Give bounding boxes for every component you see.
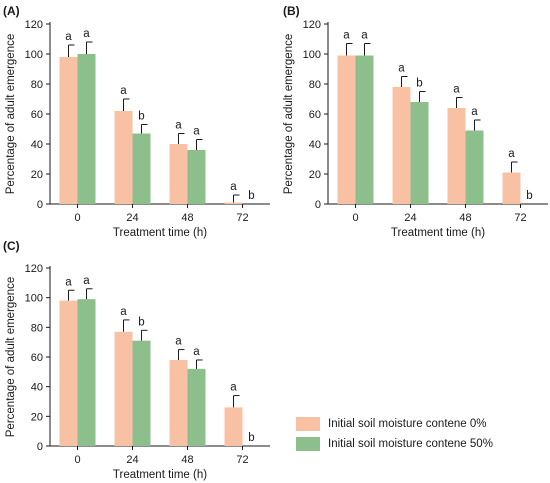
bar-s1-c0: [77, 54, 96, 204]
x-tick-label: 0: [352, 212, 358, 224]
y-tick-label: 80: [31, 79, 43, 91]
bar-s1-c1: [132, 133, 151, 204]
significance-letter: a: [83, 28, 90, 40]
bar-s0-c0: [59, 57, 78, 204]
legend-swatch-0: [296, 417, 320, 431]
legend-item-0: Initial soil moisture contene 0%: [296, 414, 546, 434]
y-tick-label: 60: [309, 109, 321, 121]
significance-letter: a: [175, 336, 182, 348]
y-tick-label: 40: [309, 139, 321, 151]
y-tick-label: 0: [315, 199, 321, 211]
chart-panel-2: (C) 0 20 40 60 80 100 120 Percentage of adult em…: [3, 239, 270, 481]
y-tick-label: 120: [25, 263, 43, 275]
bar-s1-c0: [77, 299, 96, 446]
significance-letter: b: [526, 190, 532, 202]
y-axis-label: Percentage of adult emergence: [5, 277, 17, 437]
significance-letter: a: [453, 84, 460, 96]
bar-s1-c0: [355, 55, 374, 204]
significance-letter: b: [138, 316, 144, 328]
x-tick-label: 72: [236, 212, 248, 224]
x-tick-label: 72: [236, 454, 248, 466]
y-tick-label: 20: [309, 169, 321, 181]
significance-letter: a: [361, 30, 368, 42]
y-axis-label: Percentage of adult emergence: [5, 34, 17, 194]
x-tick-label: 72: [514, 212, 526, 224]
significance-letter: a: [230, 181, 237, 193]
bar-s0-c3: [502, 172, 521, 204]
y-tick-label: 60: [31, 109, 43, 121]
bar-s0-c1: [114, 111, 133, 204]
legend: Initial soil moisture contene 0% Initial…: [296, 414, 546, 454]
bar-s0-c2: [169, 144, 188, 204]
bar-s0-c2: [447, 108, 466, 204]
bar-s0-c3: [224, 202, 243, 204]
significance-letter: a: [193, 126, 200, 138]
significance-letter: a: [175, 120, 182, 132]
y-tick-label: 80: [31, 322, 43, 334]
bar-s1-c1: [132, 340, 151, 446]
x-axis-label: Treatment time (h): [391, 227, 485, 239]
y-tick-label: 40: [31, 382, 43, 394]
x-tick-label: 48: [181, 454, 193, 466]
significance-letter: a: [343, 30, 350, 42]
significance-letter: a: [65, 276, 72, 288]
bar-s0-c1: [114, 331, 133, 446]
panel-label: (B): [283, 4, 300, 18]
y-tick-label: 100: [25, 293, 43, 305]
panel-label: (C): [3, 239, 20, 253]
bar-s1-c1: [410, 102, 429, 204]
legend-label-1: Initial soil moisture contene 50%: [328, 438, 493, 450]
x-tick-label: 0: [74, 454, 80, 466]
panel-label: (A): [3, 4, 20, 18]
significance-letter: a: [83, 275, 90, 287]
significance-letter: a: [230, 382, 237, 394]
bar-s0-c2: [169, 359, 188, 446]
legend-item-1: Initial soil moisture contene 50%: [296, 434, 546, 454]
bar-s0-c0: [337, 55, 356, 204]
y-tick-label: 80: [309, 79, 321, 91]
significance-letter: a: [508, 148, 515, 160]
legend-label-0: Initial soil moisture contene 0%: [328, 418, 487, 430]
bar-s1-c2: [187, 150, 206, 204]
significance-letter: a: [65, 31, 72, 43]
y-tick-label: 20: [31, 169, 43, 181]
significance-letter: a: [193, 346, 200, 358]
y-tick-label: 100: [303, 49, 321, 61]
x-tick-label: 48: [459, 212, 471, 224]
y-tick-label: 0: [37, 199, 43, 211]
significance-letter: a: [120, 306, 127, 318]
legend-swatch-1: [296, 437, 320, 451]
bar-s1-c2: [187, 368, 206, 446]
y-tick-label: 20: [31, 411, 43, 423]
bar-s0-c0: [59, 300, 78, 446]
y-tick-label: 100: [25, 49, 43, 61]
significance-letter: b: [416, 78, 422, 90]
significance-letter: b: [138, 111, 144, 123]
chart-panel-1: (B) 0 20 40 60 80 100 120 Percentage of adult em…: [283, 4, 548, 239]
significance-letter: b: [248, 190, 254, 202]
x-tick-label: 48: [181, 212, 193, 224]
chart-panel-0: (A) 0 20 40 60 80 100 120 Percentage of adult em…: [3, 4, 270, 239]
x-tick-label: 24: [404, 212, 416, 224]
x-tick-label: 24: [126, 212, 138, 224]
significance-letter: a: [120, 85, 127, 97]
y-tick-label: 60: [31, 352, 43, 364]
y-tick-label: 120: [25, 19, 43, 31]
bar-s0-c1: [392, 87, 411, 204]
bar-s1-c2: [465, 130, 484, 204]
bar-s0-c3: [224, 407, 243, 446]
y-axis-label: Percentage of adult emergence: [283, 34, 295, 194]
y-tick-label: 40: [31, 139, 43, 151]
significance-letter: a: [398, 63, 405, 75]
x-tick-label: 0: [74, 212, 80, 224]
x-axis-label: Treatment time (h): [113, 227, 207, 239]
x-axis-label: Treatment time (h): [113, 469, 207, 481]
significance-letter: a: [471, 106, 478, 118]
y-tick-label: 120: [303, 19, 321, 31]
significance-letter: b: [248, 432, 254, 444]
x-tick-label: 24: [126, 454, 138, 466]
y-tick-label: 0: [37, 441, 43, 453]
